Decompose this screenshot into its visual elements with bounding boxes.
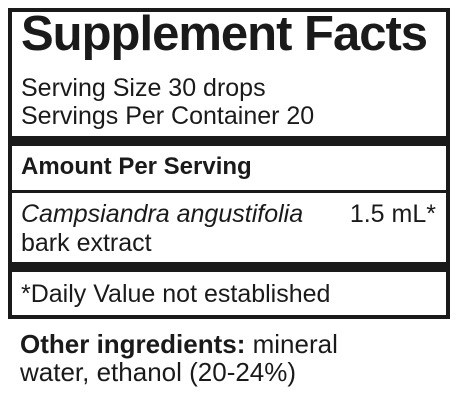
daily-value-note: *Daily Value not established bbox=[21, 280, 331, 308]
other-ingredients-line2: water, ethanol (20-24%) bbox=[20, 357, 297, 387]
ingredient-amount: 1.5 mL* bbox=[349, 200, 436, 228]
other-ingredients-line1: mineral bbox=[252, 329, 338, 359]
supplement-facts-panel: Supplement Facts Serving Size 30 drops S… bbox=[8, 7, 450, 319]
servings-per-container: Servings Per Container 20 bbox=[21, 102, 315, 130]
serving-info: Serving Size 30 drops Servings Per Conta… bbox=[21, 74, 314, 130]
panel-title: Supplement Facts bbox=[21, 7, 428, 61]
other-ingredients-label: Other ingredients: bbox=[20, 329, 246, 359]
serving-size: Serving Size 30 drops bbox=[21, 74, 266, 102]
amount-per-serving-header: Amount Per Serving bbox=[21, 153, 252, 180]
ingredient-part: bark extract bbox=[21, 229, 152, 257]
thick-divider-top bbox=[12, 136, 446, 146]
thick-divider-bottom bbox=[12, 262, 446, 272]
ingredient-row: Campsiandra angustifolia bark extract 1.… bbox=[21, 200, 436, 258]
ingredient-name: Campsiandra angustifolia bbox=[21, 200, 304, 228]
other-ingredients: Other ingredients: mineral water, ethano… bbox=[20, 330, 338, 386]
thin-divider bbox=[12, 190, 446, 193]
